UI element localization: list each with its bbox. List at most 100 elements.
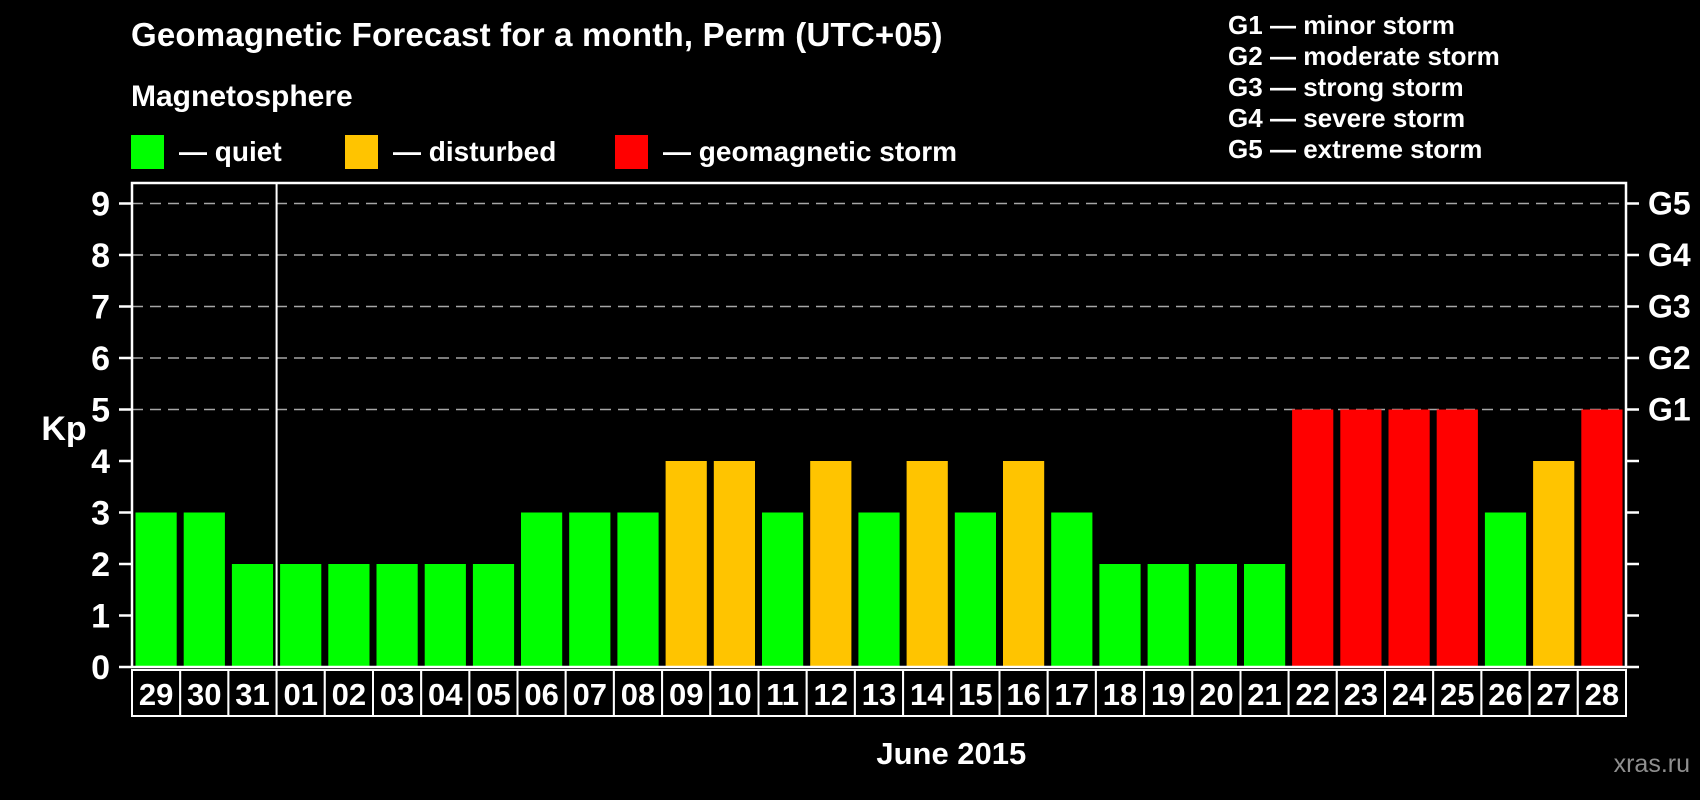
day-label-23: 23 bbox=[1344, 677, 1378, 712]
y-axis-label-9: 9 bbox=[91, 186, 110, 224]
day-label-13: 13 bbox=[862, 677, 896, 712]
day-label-06: 06 bbox=[524, 677, 558, 712]
day-label-09: 09 bbox=[669, 677, 703, 712]
day-label-28: 28 bbox=[1585, 677, 1619, 712]
bar-day-14 bbox=[906, 461, 948, 667]
bar-day-05 bbox=[472, 564, 515, 667]
bar-day-01 bbox=[280, 564, 322, 667]
legend-item-disturbed: — disturbed bbox=[345, 135, 556, 169]
day-box-29 bbox=[131, 669, 182, 717]
day-box-28 bbox=[1576, 669, 1628, 717]
day-label-16: 16 bbox=[1006, 677, 1040, 712]
legend-item-storm: — geomagnetic storm bbox=[615, 135, 957, 169]
day-box-05 bbox=[468, 669, 519, 717]
month-label: June 2015 bbox=[876, 736, 1026, 771]
y-axis-label-6: 6 bbox=[91, 340, 110, 378]
bar-day-28 bbox=[1581, 409, 1623, 667]
bar-day-29 bbox=[135, 512, 177, 667]
bar-day-21 bbox=[1244, 564, 1286, 667]
bar-day-08 bbox=[617, 512, 659, 667]
g3-description: — strong storm bbox=[1270, 72, 1464, 102]
bar-day-18 bbox=[1099, 564, 1141, 667]
day-box-08 bbox=[612, 669, 664, 717]
day-label-29: 29 bbox=[139, 677, 173, 712]
bar-day-10 bbox=[713, 461, 755, 667]
day-box-14 bbox=[902, 669, 953, 717]
legend-item-quiet: — quiet bbox=[131, 135, 282, 169]
storm-scale-row-g3: G3— strong storm bbox=[1228, 72, 1500, 103]
bar-day-23 bbox=[1340, 409, 1382, 667]
day-box-13 bbox=[853, 669, 905, 717]
quiet-color-swatch bbox=[131, 135, 164, 169]
g4-code: G4 bbox=[1228, 103, 1263, 133]
day-box-30 bbox=[179, 669, 230, 717]
bar-day-13 bbox=[858, 512, 900, 667]
day-label-05: 05 bbox=[476, 677, 510, 712]
day-box-01 bbox=[275, 669, 326, 717]
storm-scale-row-g5: G5— extreme storm bbox=[1228, 134, 1500, 165]
watermark: xras.ru bbox=[1613, 750, 1690, 778]
day-box-31 bbox=[227, 669, 278, 717]
storm-scale-row-g4: G4— severe storm bbox=[1228, 103, 1500, 134]
right-axis-label-G2: G2 bbox=[1648, 340, 1691, 376]
day-label-17: 17 bbox=[1055, 677, 1089, 712]
day-box-10 bbox=[709, 669, 760, 717]
y-axis-label-4: 4 bbox=[91, 443, 110, 481]
disturbed-label: — disturbed bbox=[393, 136, 557, 167]
day-label-27: 27 bbox=[1536, 677, 1570, 712]
storm-scale-row-g1: G1— minor storm bbox=[1228, 10, 1500, 41]
bar-day-25 bbox=[1436, 409, 1478, 667]
g1-code: G1 bbox=[1228, 10, 1263, 40]
storm-scale-legend: G1— minor storm G2— moderate storm G3— s… bbox=[1228, 10, 1500, 165]
day-box-26 bbox=[1480, 669, 1531, 717]
day-label-12: 12 bbox=[814, 677, 848, 712]
day-label-08: 08 bbox=[621, 677, 655, 712]
bar-day-30 bbox=[183, 512, 225, 667]
bar-day-07 bbox=[569, 512, 611, 667]
day-box-07 bbox=[564, 669, 615, 717]
y-axis-label-3: 3 bbox=[91, 495, 110, 533]
storm-scale-row-g2: G2— moderate storm bbox=[1228, 41, 1500, 72]
day-label-20: 20 bbox=[1199, 677, 1233, 712]
day-label-04: 04 bbox=[428, 677, 463, 712]
storm-color-swatch bbox=[615, 135, 648, 169]
bar-day-20 bbox=[1195, 564, 1237, 667]
bar-day-15 bbox=[954, 512, 996, 667]
page-title: Geomagnetic Forecast for a month, Perm (… bbox=[131, 16, 943, 53]
bar-day-31 bbox=[231, 564, 274, 667]
day-label-21: 21 bbox=[1247, 677, 1281, 712]
bar-day-12 bbox=[810, 461, 852, 667]
g2-code: G2 bbox=[1228, 41, 1263, 71]
day-label-03: 03 bbox=[380, 677, 414, 712]
day-box-19 bbox=[1143, 669, 1194, 717]
day-label-07: 07 bbox=[573, 677, 607, 712]
y-axis-label-2: 2 bbox=[91, 546, 110, 584]
day-box-02 bbox=[323, 669, 374, 717]
day-label-14: 14 bbox=[910, 677, 945, 712]
right-axis-label-G5: G5 bbox=[1648, 186, 1691, 222]
day-label-26: 26 bbox=[1488, 677, 1522, 712]
y-axis-label-0: 0 bbox=[91, 649, 110, 687]
day-box-04 bbox=[420, 669, 471, 717]
day-label-10: 10 bbox=[717, 677, 751, 712]
bar-day-03 bbox=[376, 564, 418, 667]
bar-day-09 bbox=[665, 461, 707, 667]
y-axis-label-5: 5 bbox=[91, 392, 110, 430]
day-box-24 bbox=[1384, 669, 1435, 717]
y-axis-label-8: 8 bbox=[91, 237, 110, 275]
right-axis-label-G4: G4 bbox=[1648, 237, 1691, 273]
bar-day-06 bbox=[521, 512, 563, 667]
g5-description: — extreme storm bbox=[1270, 134, 1483, 164]
disturbed-color-swatch bbox=[345, 135, 378, 169]
day-label-18: 18 bbox=[1103, 677, 1137, 712]
day-label-11: 11 bbox=[766, 677, 799, 712]
bar-day-16 bbox=[1003, 461, 1045, 667]
day-box-18 bbox=[1094, 669, 1146, 717]
day-box-09 bbox=[661, 669, 712, 717]
bar-day-24 bbox=[1388, 409, 1430, 667]
y-axis-label-1: 1 bbox=[91, 598, 110, 636]
day-label-02: 02 bbox=[332, 677, 366, 712]
day-box-03 bbox=[372, 669, 423, 717]
day-label-15: 15 bbox=[958, 677, 992, 712]
